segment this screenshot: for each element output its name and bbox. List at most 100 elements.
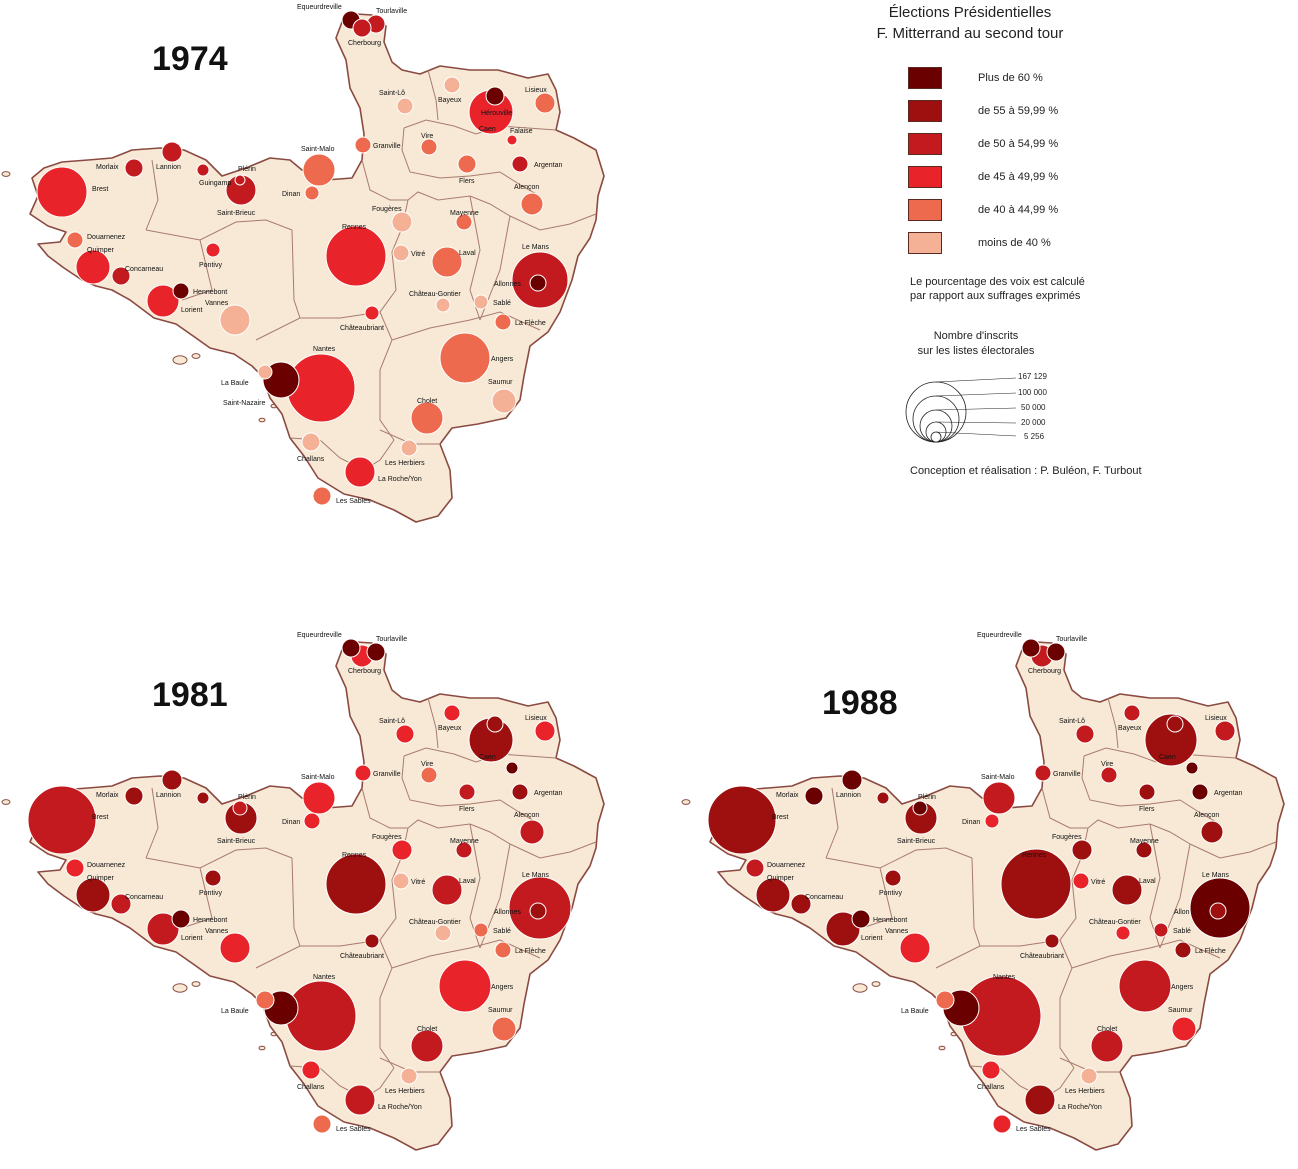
city-circle	[506, 134, 518, 146]
city-label: La Roche/Yon	[1058, 1104, 1102, 1111]
city-circle	[755, 877, 791, 913]
city-label: Lannion	[156, 164, 181, 171]
region-outline	[709, 641, 1285, 1151]
city-label: Argentan	[534, 790, 563, 797]
city-circle	[1118, 959, 1172, 1013]
city-circle	[354, 764, 372, 782]
city-label: Caen	[1159, 754, 1176, 761]
size-legend	[905, 377, 1017, 443]
city-circle	[825, 911, 861, 947]
department-border	[509, 841, 597, 859]
city-circle	[981, 1060, 1001, 1080]
city-circle	[1000, 848, 1072, 920]
city-circle	[1166, 715, 1184, 733]
city-circle	[1209, 902, 1227, 920]
city-circle	[434, 924, 452, 942]
city-label: Les Herbiers	[385, 460, 425, 467]
department-border	[1107, 697, 1119, 749]
year-title-1988: 1988	[822, 684, 898, 722]
city-circle	[1185, 761, 1199, 775]
city-circle	[196, 163, 210, 177]
department-border	[1041, 787, 1088, 829]
size-title-line1: Nombre d'inscrits	[933, 330, 1019, 342]
city-circle	[255, 990, 275, 1010]
city-circle	[354, 136, 372, 154]
city-label: Quimper	[87, 875, 115, 882]
city-circle	[455, 841, 473, 859]
department-border	[401, 127, 541, 197]
city-circle	[520, 192, 544, 216]
city-label: Quimper	[87, 247, 115, 254]
city-circle	[511, 783, 529, 801]
department-border	[361, 787, 408, 829]
city-label: Les Herbiers	[385, 1088, 425, 1095]
city-label: Sablé	[1173, 928, 1191, 935]
city-label: Saint-Malo	[301, 146, 335, 153]
city-label: Lisieux	[525, 715, 547, 722]
city-circle	[443, 76, 461, 94]
city-circle	[27, 785, 97, 855]
city-circle	[420, 766, 438, 784]
department-border	[379, 311, 395, 441]
city-label: Saumur	[488, 379, 513, 386]
city-label: Vire	[421, 761, 433, 768]
city-circle	[1174, 941, 1192, 959]
city-circle	[529, 902, 547, 920]
city-circle	[1080, 1067, 1098, 1085]
legend-swatch-6	[908, 232, 942, 254]
city-label: Lannion	[836, 792, 861, 799]
city-circle	[1214, 720, 1236, 742]
city-label: Dinan	[282, 819, 300, 826]
city-label: Dinan	[962, 819, 980, 826]
city-label: Sablé	[493, 300, 511, 307]
city-circle	[457, 154, 477, 174]
island	[1, 171, 11, 177]
city-circle	[1072, 872, 1090, 890]
department-border	[427, 69, 439, 121]
city-label: Caen	[479, 126, 496, 133]
legend-title-line1: Élections Présidentielles	[888, 4, 1052, 21]
city-label: Brest	[92, 186, 108, 193]
size-value-4: 20 000	[1021, 418, 1046, 427]
city-label: Cherbourg	[1028, 668, 1061, 675]
city-circle	[146, 284, 180, 318]
city-label: Laval	[1139, 878, 1156, 885]
city-label: Hérouville	[481, 110, 512, 117]
city-circle	[1153, 922, 1169, 938]
island	[191, 981, 201, 987]
city-label: Alençon	[1194, 812, 1219, 819]
legend-label-2: de 55 à 59,99 %	[978, 105, 1059, 117]
city-circle	[458, 783, 476, 801]
city-circle	[494, 313, 512, 331]
city-label: Saint-Brieuc	[217, 210, 256, 217]
island	[871, 981, 881, 987]
island	[1, 799, 11, 805]
department-border	[1081, 755, 1221, 825]
city-label: Equeurdreville	[977, 632, 1022, 639]
city-label: Fougères	[1052, 834, 1082, 841]
department-border	[861, 867, 893, 929]
city-label: La Flèche	[515, 320, 546, 327]
city-label: Douarnenez	[87, 234, 126, 241]
legend-label-5: de 40 à 44,99 %	[978, 204, 1059, 216]
legend-title-line2: F. Mitterrand au second tour	[876, 25, 1064, 42]
city-circle	[1024, 1084, 1056, 1116]
map-1988: Equeurdreville Tourlaville Cherbourg Saint-…	[681, 632, 1285, 1151]
city-circle	[804, 786, 824, 806]
city-label: La Roche/Yon	[378, 476, 422, 483]
city-circle	[110, 893, 132, 915]
city-circle	[1111, 874, 1143, 906]
size-legend-leader	[935, 431, 1017, 437]
city-circle	[219, 932, 251, 964]
city-label: Flers	[1139, 806, 1155, 813]
department-border	[1189, 841, 1277, 859]
island	[172, 983, 188, 993]
city-label: Mayenne	[450, 838, 479, 845]
city-label: Falaise	[510, 128, 533, 135]
city-circle	[219, 304, 251, 336]
city-circle	[111, 266, 131, 286]
city-label: Vannes	[885, 928, 909, 935]
year-title-1974: 1974	[152, 40, 228, 78]
department-border	[255, 857, 301, 969]
